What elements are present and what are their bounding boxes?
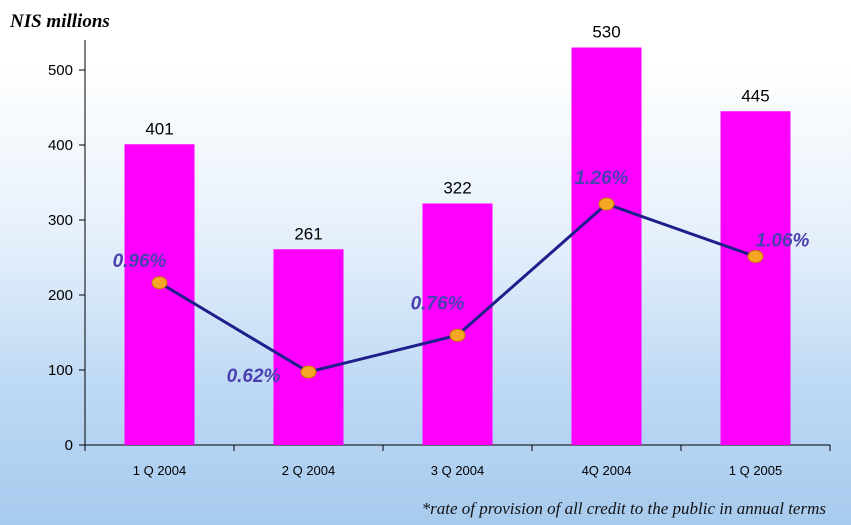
rate-data-label: 1.06% [756,231,810,252]
bar [422,203,493,445]
bar [571,47,642,445]
x-tick-label: 2 Q 2004 [282,463,336,478]
bar-data-label: 261 [294,224,322,243]
bar-data-label: 401 [145,119,173,138]
bar [720,111,791,445]
bar [273,249,344,445]
rate-marker [598,197,615,211]
x-tick-label: 1 Q 2004 [133,463,187,478]
bars-series [124,47,791,445]
rate-data-labels: 0.96% 0.62% 0.76% 1.26% 1.06% [113,168,810,387]
y-tick-label: 500 [48,62,73,79]
footnote: *rate of provision of all credit to the … [422,499,827,518]
bar-data-label: 530 [592,23,620,42]
rate-data-label: 0.62% [227,366,281,387]
bar-data-labels: 401 261 322 530 445 [145,23,769,244]
y-tick-label: 0 [65,437,73,454]
rate-marker [300,365,317,379]
provision-rate-series [151,197,764,379]
y-tick-label: 400 [48,137,73,154]
rate-marker [449,328,466,342]
rate-marker [747,250,764,263]
y-unit-label: NIS millions [9,11,110,32]
y-tick-label: 300 [48,212,73,229]
y-tick-label: 100 [48,362,73,379]
bar-data-label: 445 [741,86,769,105]
rate-data-label: 1.26% [575,168,629,189]
y-tick-label: 200 [48,287,73,304]
bar [124,144,195,445]
rate-marker [151,276,168,290]
y-axis-ticks: 0 100 200 300 400 500 [48,62,85,454]
x-axis-ticks: 1 Q 2004 2 Q 2004 3 Q 2004 4Q 2004 1 Q 2005 [84,445,831,478]
rate-data-label: 0.76% [411,293,465,314]
x-tick-label: 1 Q 2005 [729,463,783,478]
x-tick-label: 4Q 2004 [582,463,632,478]
bar-data-label: 322 [443,179,471,198]
x-tick-label: 3 Q 2004 [431,463,485,478]
rate-data-label: 0.96% [113,251,167,272]
